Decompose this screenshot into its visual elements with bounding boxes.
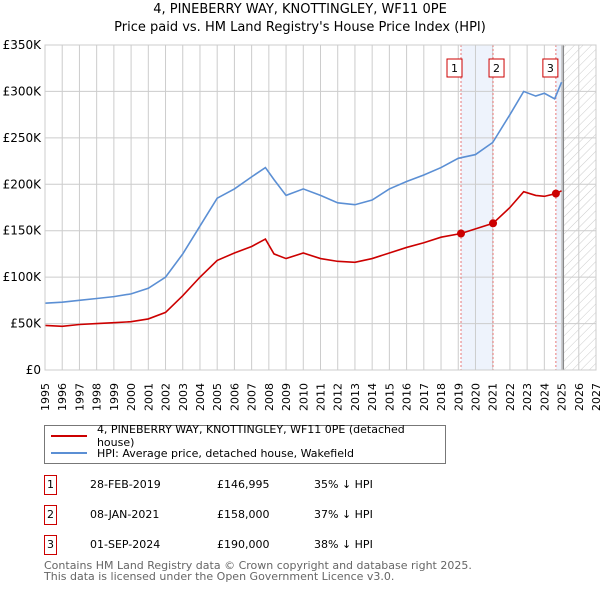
x-tick-label: 2006 <box>228 383 241 411</box>
x-tick-label: 2009 <box>280 383 293 411</box>
sale-hpi-diff: 38% ↓ HPI <box>314 538 373 551</box>
forecast-hatch <box>563 45 596 370</box>
sale-point <box>551 189 560 198</box>
chart-title: 4, PINEBERRY WAY, KNOTTINGLEY, WF11 0PE <box>153 2 447 17</box>
sale-hpi-diff: 35% ↓ HPI <box>314 478 373 491</box>
x-tick-label: 2008 <box>263 383 276 411</box>
sale-marker-label: 1 <box>451 62 458 75</box>
footer: Contains HM Land Registry data © Crown c… <box>44 560 472 582</box>
x-tick-label: 2007 <box>246 383 259 411</box>
sale-date: 08-JAN-2021 <box>90 508 160 521</box>
x-tick-label: 2025 <box>556 383 569 411</box>
legend-swatch <box>51 435 87 437</box>
footer-line: Contains HM Land Registry data © Crown c… <box>44 559 472 572</box>
footer-line: This data is licensed under the Open Gov… <box>44 570 395 583</box>
x-tick-label: 2016 <box>401 383 414 411</box>
x-tick-label: 2010 <box>297 383 310 411</box>
property-price-line <box>44 190 562 328</box>
sale-marker-number: 2 <box>44 505 57 525</box>
x-tick-label: 1995 <box>39 383 52 411</box>
x-tick-label: 2023 <box>521 383 534 411</box>
legend-swatch <box>51 452 87 454</box>
sale-price: £190,000 <box>217 538 270 551</box>
sale-period-shade <box>461 45 494 370</box>
x-tick-label: 2012 <box>332 383 345 411</box>
x-tick-label: 1998 <box>91 383 104 411</box>
y-tick-label: £150K <box>3 224 43 238</box>
x-tick-label: 2022 <box>504 383 517 411</box>
x-tick-label: 2017 <box>418 383 431 411</box>
sale-date: 28-FEB-2019 <box>90 478 161 491</box>
y-tick-label: £0 <box>26 363 41 377</box>
sale-marker-number: 3 <box>44 535 57 555</box>
sale-price: £158,000 <box>217 508 270 521</box>
x-tick-label: 2005 <box>211 383 224 411</box>
x-tick-label: 2026 <box>573 383 586 411</box>
x-tick-label: 2020 <box>469 383 482 411</box>
x-tick-label: 1996 <box>56 383 69 411</box>
sale-marker-label: 3 <box>547 62 554 75</box>
x-tick-label: 2027 <box>590 383 600 411</box>
sale-point <box>489 219 498 228</box>
sale-marker-label: 2 <box>493 62 500 75</box>
x-tick-label: 2003 <box>177 383 190 411</box>
y-tick-label: £100K <box>3 270 43 284</box>
x-tick-label: 2024 <box>538 383 551 411</box>
sale-price: £146,995 <box>217 478 270 491</box>
x-tick-label: 2019 <box>452 383 465 411</box>
x-tick-label: 2000 <box>125 383 138 411</box>
hpi-line <box>44 81 563 304</box>
legend-label: HPI: Average price, detached house, Wake… <box>97 446 355 460</box>
sale-period-shade <box>555 45 564 370</box>
chart-subtitle: Price paid vs. HM Land Registry's House … <box>114 20 486 35</box>
x-tick-label: 2004 <box>194 383 207 411</box>
x-tick-label: 2013 <box>349 383 362 411</box>
x-tick-label: 2021 <box>487 383 500 411</box>
x-tick-label: 2001 <box>142 383 155 411</box>
sale-marker-number: 1 <box>44 475 57 495</box>
y-tick-label: £250K <box>3 131 43 145</box>
legend-item-property: 4, PINEBERRY WAY, KNOTTINGLEY, WF11 0PE … <box>45 423 445 449</box>
x-tick-label: 2011 <box>315 383 328 411</box>
y-tick-label: £50K <box>10 317 42 331</box>
sale-marker-box <box>488 58 505 78</box>
x-tick-label: 1999 <box>108 383 121 411</box>
legend: 4, PINEBERRY WAY, KNOTTINGLEY, WF11 0PE … <box>44 423 446 464</box>
plot: 1995 1996 1997 1998 1999 2000 2001 2002 2003 2004… <box>3 38 600 411</box>
x-tick-label: 2015 <box>383 383 396 411</box>
y-tick-label: £200K <box>3 177 43 191</box>
sale-marker-box <box>446 58 463 78</box>
x-tick-label: 2014 <box>366 383 379 411</box>
legend-item-hpi: HPI: Average price, detached house, Wake… <box>45 445 354 461</box>
x-tick-label: 2018 <box>435 383 448 411</box>
x-tick-label: 2002 <box>160 383 173 411</box>
sale-marker-box <box>542 58 559 78</box>
x-tick-label: 1997 <box>73 383 86 411</box>
sale-date: 01-SEP-2024 <box>90 538 161 551</box>
sale-hpi-diff: 37% ↓ HPI <box>314 508 373 521</box>
plot-frame <box>44 44 597 371</box>
legend-label: 4, PINEBERRY WAY, KNOTTINGLEY, WF11 0PE … <box>96 423 405 449</box>
y-tick-label: £300K <box>3 84 43 98</box>
sale-point <box>457 229 466 238</box>
y-tick-label: £350K <box>3 38 43 52</box>
